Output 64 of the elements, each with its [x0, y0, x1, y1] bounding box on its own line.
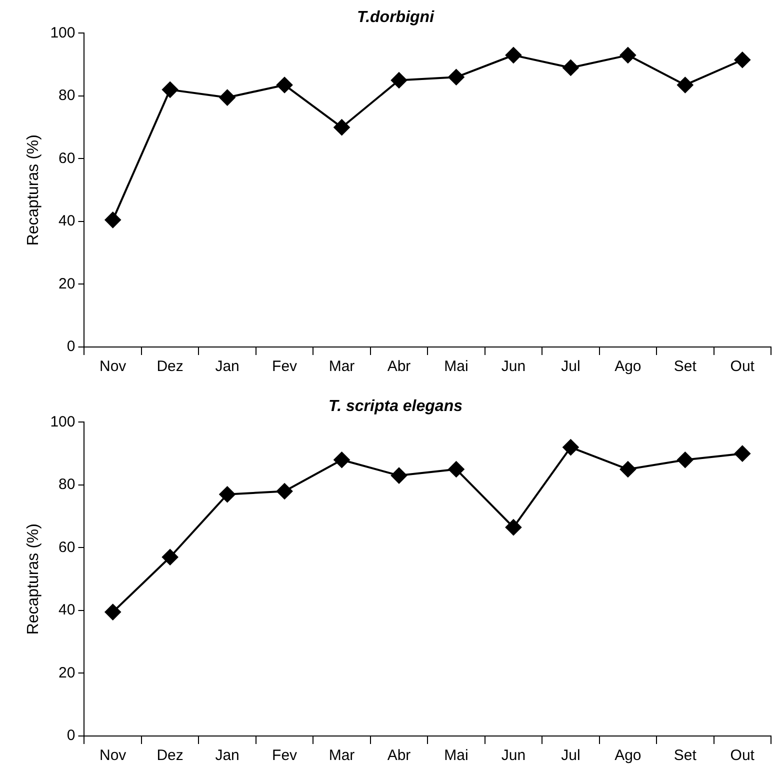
chart-title: T.dorbigni	[356, 9, 435, 26]
x-tick-label: Mai	[444, 358, 468, 376]
point	[334, 119, 350, 136]
point	[391, 72, 407, 88]
y-tick-label: 40	[58, 212, 76, 230]
x-tick-label: Jul	[561, 358, 580, 376]
point	[219, 486, 236, 502]
x-tick-label: Abr	[387, 747, 411, 764]
point	[620, 461, 636, 478]
point	[677, 76, 694, 93]
y-tick-label: 20	[58, 664, 76, 682]
point	[620, 47, 636, 64]
x-tick-label: Nov	[100, 747, 127, 764]
x-tick-label: Out	[730, 747, 756, 764]
x-tick-label: Fev	[272, 747, 298, 764]
point	[334, 452, 350, 468]
point	[276, 483, 293, 500]
x-tick-label: Mai	[444, 747, 468, 764]
x-tick-label: Jan	[215, 747, 240, 764]
x-tick-label: Dez	[156, 358, 184, 376]
x-tick-label: Mar	[328, 358, 355, 376]
y-axis-title: Recapturas (%)	[25, 134, 42, 246]
y-tick-label: 0	[66, 338, 76, 356]
y-tick-label: 100	[50, 413, 76, 430]
point	[104, 212, 121, 228]
x-tick-label: Abr	[387, 358, 411, 376]
point	[562, 60, 579, 76]
point	[448, 461, 464, 478]
y-tick-label: 60	[58, 150, 76, 167]
x-tick-label: Dez	[156, 747, 184, 764]
point	[505, 47, 522, 64]
point	[391, 468, 407, 484]
point	[734, 52, 750, 68]
point	[219, 90, 236, 106]
y-axis-title: Recapturas (%)	[25, 524, 42, 635]
y-tick-label: 80	[58, 476, 76, 494]
y-tick-label: 20	[58, 275, 76, 292]
x-tick-label: Ago	[614, 358, 642, 376]
y-tick-label: 0	[66, 727, 76, 744]
point	[276, 76, 293, 93]
x-tick-label: Set	[674, 747, 698, 764]
x-tick-label: Out	[730, 358, 756, 376]
x-tick-label: Fev	[272, 358, 298, 376]
x-tick-label: Jun	[501, 747, 526, 764]
x-tick-label: Jul	[561, 747, 580, 764]
y-tick-label: 100	[50, 24, 76, 42]
x-tick-label: Jan	[215, 358, 240, 376]
point	[505, 519, 522, 536]
x-tick-label: Mar	[328, 747, 355, 764]
point	[677, 452, 694, 468]
y-tick-label: 40	[58, 602, 76, 619]
point	[734, 446, 750, 462]
point	[104, 604, 121, 620]
point	[562, 439, 579, 456]
y-tick-label: 80	[58, 87, 76, 104]
y-tick-label: 60	[58, 538, 76, 556]
chart-title: T. scripta elegans	[328, 398, 463, 416]
x-tick-label: Set	[674, 358, 698, 376]
point	[162, 82, 178, 98]
point	[448, 69, 464, 86]
point	[162, 549, 178, 566]
x-tick-label: Nov	[100, 358, 127, 376]
x-tick-label: Ago	[614, 747, 642, 764]
x-tick-label: Jun	[501, 358, 526, 376]
